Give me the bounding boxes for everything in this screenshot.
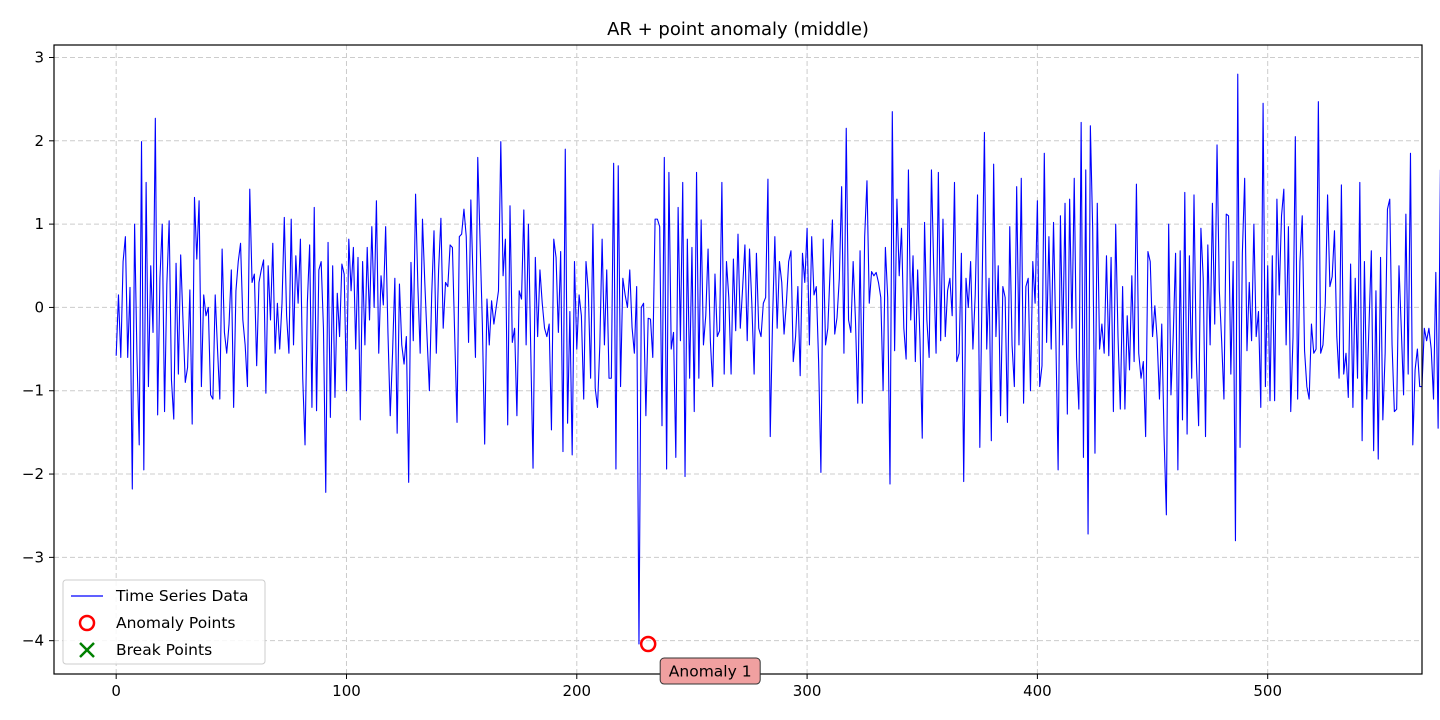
tick-layer: 0 100 200 300 400 500 −4 −3 −2 −1 0 1 2 3 — [22, 48, 1282, 700]
marker-layer — [639, 635, 657, 653]
y-tick-label: 2 — [34, 132, 44, 150]
legend-box — [62, 579, 266, 665]
x-tick-label: 100 — [332, 682, 361, 700]
legend-label-anomaly-points: Anomaly Points — [116, 614, 235, 632]
legend-anomaly-marker — [78, 614, 96, 632]
annotation-box — [659, 657, 761, 685]
legend-label-time-series: Time Series Data — [115, 587, 248, 605]
y-tick-label: 3 — [34, 48, 44, 66]
annotation-label: Anomaly 1 — [659, 657, 761, 685]
legend: Time Series Data Anomaly Points Break Po… — [62, 579, 266, 665]
y-tick-label: 0 — [34, 298, 44, 316]
series-line — [115, 73, 1440, 645]
legend-label-break-points: Break Points — [116, 641, 212, 659]
y-tick-label: −4 — [22, 632, 44, 650]
y-tick-label: −3 — [22, 548, 44, 566]
y-tick-label: −1 — [22, 382, 44, 400]
x-tick-label: 0 — [111, 682, 121, 700]
x-tick-label: 400 — [1023, 682, 1052, 700]
chart-title: AR + point anomaly (middle) — [607, 19, 869, 40]
grid — [54, 45, 1422, 674]
annotation-layer: Anomaly 1 — [659, 657, 761, 685]
y-tick-label: −2 — [22, 465, 44, 483]
series-layer — [115, 73, 1440, 645]
y-tick-label: 1 — [34, 215, 44, 233]
anomaly-marker — [639, 635, 657, 653]
x-tick-label: 500 — [1253, 682, 1282, 700]
x-tick-label: 300 — [793, 682, 822, 700]
x-tick-label: 200 — [562, 682, 591, 700]
legend-break-marker — [79, 642, 95, 658]
annotation-text: Anomaly 1 — [669, 663, 752, 681]
